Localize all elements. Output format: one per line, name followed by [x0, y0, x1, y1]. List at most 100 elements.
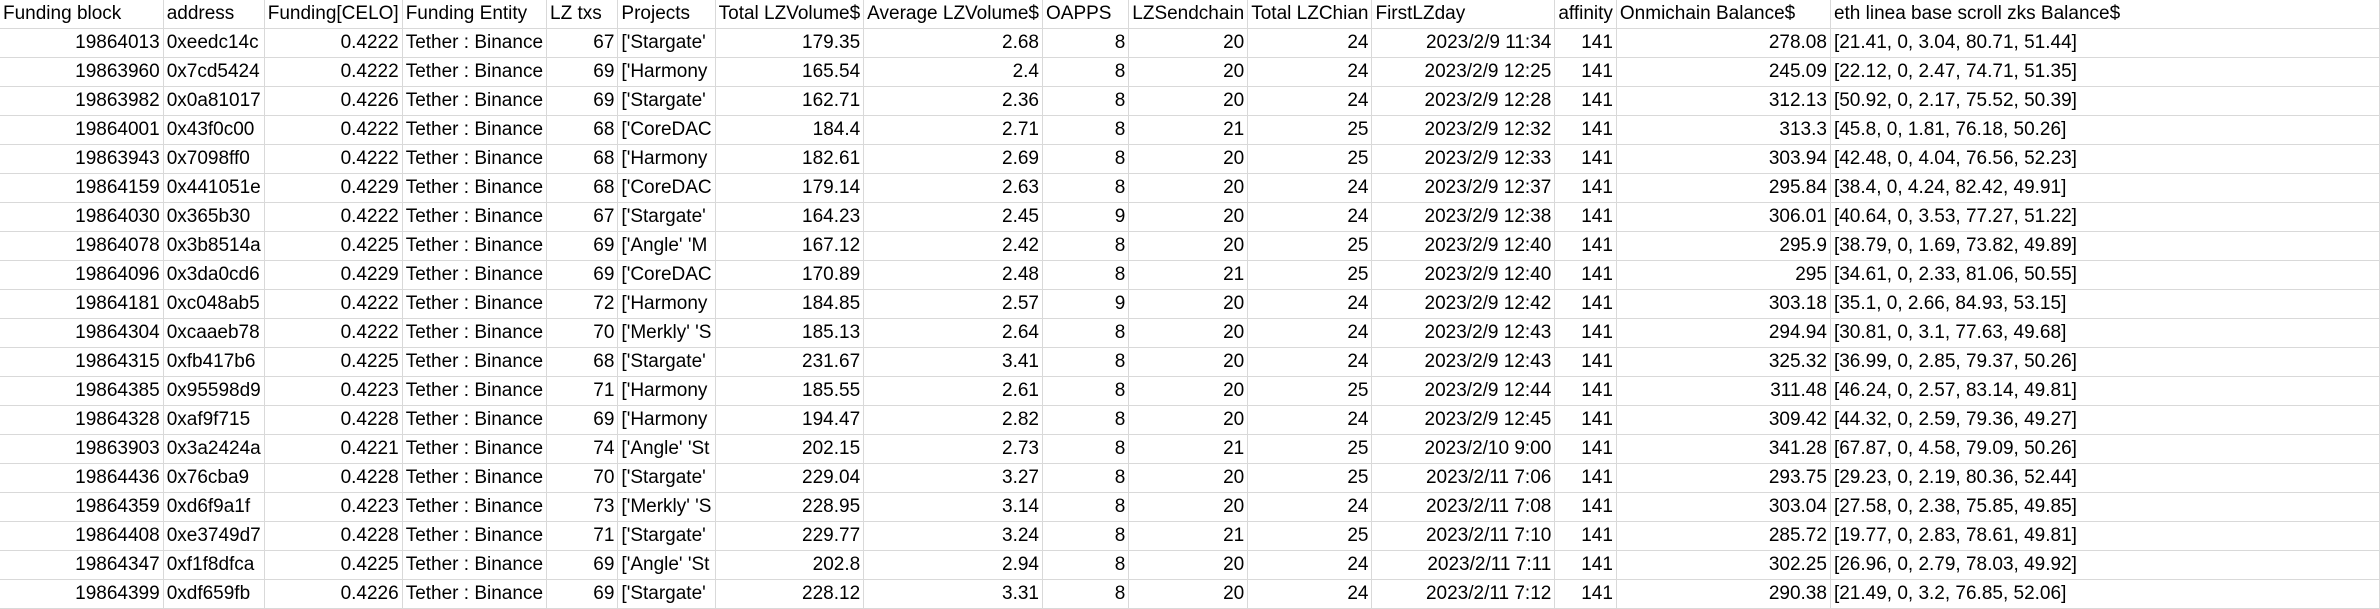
cell-onmichain-balance[interactable]: 313.3 [1616, 115, 1831, 145]
cell-address[interactable]: 0x7098ff0 [163, 144, 265, 174]
cell-projects[interactable]: ['Stargate' [617, 86, 716, 116]
cell-affinity[interactable]: 141 [1554, 492, 1617, 522]
cell-lz-txs[interactable]: 68 [546, 347, 619, 377]
cell-lz-txs[interactable]: 68 [546, 115, 619, 145]
cell-funding-celo[interactable]: 0.4225 [264, 231, 403, 261]
cell-total-lz-volume[interactable]: 170.89 [715, 260, 865, 290]
cell-total-lz-chian[interactable]: 25 [1247, 231, 1373, 261]
cell-funding-celo[interactable]: 0.4228 [264, 521, 403, 551]
cell-lz-txs[interactable]: 67 [546, 202, 619, 232]
cell-funding-block[interactable]: 19864001 [0, 115, 164, 145]
cell-affinity[interactable]: 141 [1554, 376, 1617, 406]
header-cell-funding-entity[interactable]: Funding Entity [402, 0, 548, 29]
cell-funding-celo[interactable]: 0.4222 [264, 115, 403, 145]
cell-lz-txs[interactable]: 70 [546, 318, 619, 348]
cell-oapps[interactable]: 8 [1042, 318, 1130, 348]
cell-total-lz-volume[interactable]: 228.95 [715, 492, 865, 522]
header-cell-affinity[interactable]: affinity [1554, 0, 1617, 29]
cell-projects[interactable]: ['CoreDAC [617, 260, 716, 290]
cell-lz-sendchain[interactable]: 20 [1128, 202, 1249, 232]
cell-affinity[interactable]: 141 [1554, 260, 1617, 290]
cell-affinity[interactable]: 141 [1554, 318, 1617, 348]
cell-chain-balances[interactable]: [30.81, 0, 3.1, 77.63, 49.68] [1830, 318, 2380, 348]
cell-funding-entity[interactable]: Tether : Binance [402, 202, 548, 232]
cell-total-lz-chian[interactable]: 25 [1247, 521, 1373, 551]
cell-address[interactable]: 0xe3749d7 [163, 521, 265, 551]
cell-total-lz-chian[interactable]: 24 [1247, 173, 1373, 203]
cell-total-lz-volume[interactable]: 202.8 [715, 550, 865, 580]
cell-funding-block[interactable]: 19864013 [0, 28, 164, 58]
header-cell-total-lz-chian[interactable]: Total LZChian [1247, 0, 1373, 29]
cell-projects[interactable]: ['Stargate' [617, 202, 716, 232]
cell-total-lz-chian[interactable]: 24 [1247, 318, 1373, 348]
cell-first-lz-day[interactable]: 2023/2/9 12:40 [1371, 231, 1556, 261]
cell-avg-lz-volume[interactable]: 2.57 [863, 289, 1043, 319]
cell-first-lz-day[interactable]: 2023/2/9 12:43 [1371, 347, 1556, 377]
cell-projects[interactable]: ['Merkly' 'S [617, 492, 716, 522]
header-cell-funding-block[interactable]: Funding block [0, 0, 164, 29]
cell-address[interactable]: 0x0a81017 [163, 86, 265, 116]
cell-projects[interactable]: ['Stargate' [617, 28, 716, 58]
cell-total-lz-volume[interactable]: 164.23 [715, 202, 865, 232]
cell-total-lz-volume[interactable]: 167.12 [715, 231, 865, 261]
cell-affinity[interactable]: 141 [1554, 231, 1617, 261]
cell-funding-block[interactable]: 19864328 [0, 405, 164, 435]
cell-oapps[interactable]: 9 [1042, 202, 1130, 232]
cell-projects[interactable]: ['Harmony [617, 405, 716, 435]
cell-oapps[interactable]: 8 [1042, 231, 1130, 261]
cell-lz-txs[interactable]: 68 [546, 173, 619, 203]
cell-total-lz-chian[interactable]: 25 [1247, 434, 1373, 464]
cell-first-lz-day[interactable]: 2023/2/11 7:10 [1371, 521, 1556, 551]
cell-total-lz-volume[interactable]: 179.14 [715, 173, 865, 203]
cell-lz-txs[interactable]: 69 [546, 579, 619, 609]
cell-funding-celo[interactable]: 0.4228 [264, 463, 403, 493]
cell-total-lz-chian[interactable]: 24 [1247, 405, 1373, 435]
cell-funding-block[interactable]: 19864399 [0, 579, 164, 609]
cell-onmichain-balance[interactable]: 290.38 [1616, 579, 1831, 609]
cell-total-lz-volume[interactable]: 162.71 [715, 86, 865, 116]
cell-funding-entity[interactable]: Tether : Binance [402, 463, 548, 493]
cell-oapps[interactable]: 8 [1042, 28, 1130, 58]
cell-lz-txs[interactable]: 69 [546, 231, 619, 261]
header-cell-total-lz-volume[interactable]: Total LZVolume$ [715, 0, 865, 29]
cell-onmichain-balance[interactable]: 294.94 [1616, 318, 1831, 348]
cell-affinity[interactable]: 141 [1554, 57, 1617, 87]
cell-address[interactable]: 0xd6f9a1f [163, 492, 265, 522]
cell-first-lz-day[interactable]: 2023/2/9 12:45 [1371, 405, 1556, 435]
cell-funding-block[interactable]: 19864359 [0, 492, 164, 522]
cell-funding-block[interactable]: 19864159 [0, 173, 164, 203]
cell-projects[interactable]: ['Stargate' [617, 347, 716, 377]
cell-first-lz-day[interactable]: 2023/2/9 12:37 [1371, 173, 1556, 203]
cell-lz-sendchain[interactable]: 20 [1128, 347, 1249, 377]
cell-total-lz-chian[interactable]: 24 [1247, 347, 1373, 377]
cell-avg-lz-volume[interactable]: 2.82 [863, 405, 1043, 435]
cell-chain-balances[interactable]: [22.12, 0, 2.47, 74.71, 51.35] [1830, 57, 2380, 87]
cell-onmichain-balance[interactable]: 295 [1616, 260, 1831, 290]
cell-funding-block[interactable]: 19864408 [0, 521, 164, 551]
cell-affinity[interactable]: 141 [1554, 550, 1617, 580]
cell-chain-balances[interactable]: [45.8, 0, 1.81, 76.18, 50.26] [1830, 115, 2380, 145]
cell-projects[interactable]: ['Angle' 'M [617, 231, 716, 261]
cell-funding-celo[interactable]: 0.4229 [264, 260, 403, 290]
cell-onmichain-balance[interactable]: 293.75 [1616, 463, 1831, 493]
cell-address[interactable]: 0x7cd5424 [163, 57, 265, 87]
cell-lz-sendchain[interactable]: 20 [1128, 376, 1249, 406]
cell-oapps[interactable]: 8 [1042, 115, 1130, 145]
header-cell-lz-sendchain[interactable]: LZSendchain [1128, 0, 1249, 29]
header-cell-funding-celo[interactable]: Funding[CELO] [264, 0, 403, 29]
cell-funding-celo[interactable]: 0.4228 [264, 405, 403, 435]
cell-avg-lz-volume[interactable]: 2.69 [863, 144, 1043, 174]
cell-first-lz-day[interactable]: 2023/2/9 12:25 [1371, 57, 1556, 87]
cell-chain-balances[interactable]: [67.87, 0, 4.58, 79.09, 50.26] [1830, 434, 2380, 464]
cell-first-lz-day[interactable]: 2023/2/11 7:08 [1371, 492, 1556, 522]
cell-address[interactable]: 0xdf659fb [163, 579, 265, 609]
cell-lz-txs[interactable]: 67 [546, 28, 619, 58]
cell-funding-entity[interactable]: Tether : Binance [402, 86, 548, 116]
cell-funding-block[interactable]: 19863982 [0, 86, 164, 116]
cell-oapps[interactable]: 8 [1042, 57, 1130, 87]
cell-onmichain-balance[interactable]: 309.42 [1616, 405, 1831, 435]
cell-lz-sendchain[interactable]: 20 [1128, 579, 1249, 609]
cell-funding-entity[interactable]: Tether : Binance [402, 521, 548, 551]
cell-total-lz-volume[interactable]: 228.12 [715, 579, 865, 609]
cell-chain-balances[interactable]: [26.96, 0, 2.79, 78.03, 49.92] [1830, 550, 2380, 580]
